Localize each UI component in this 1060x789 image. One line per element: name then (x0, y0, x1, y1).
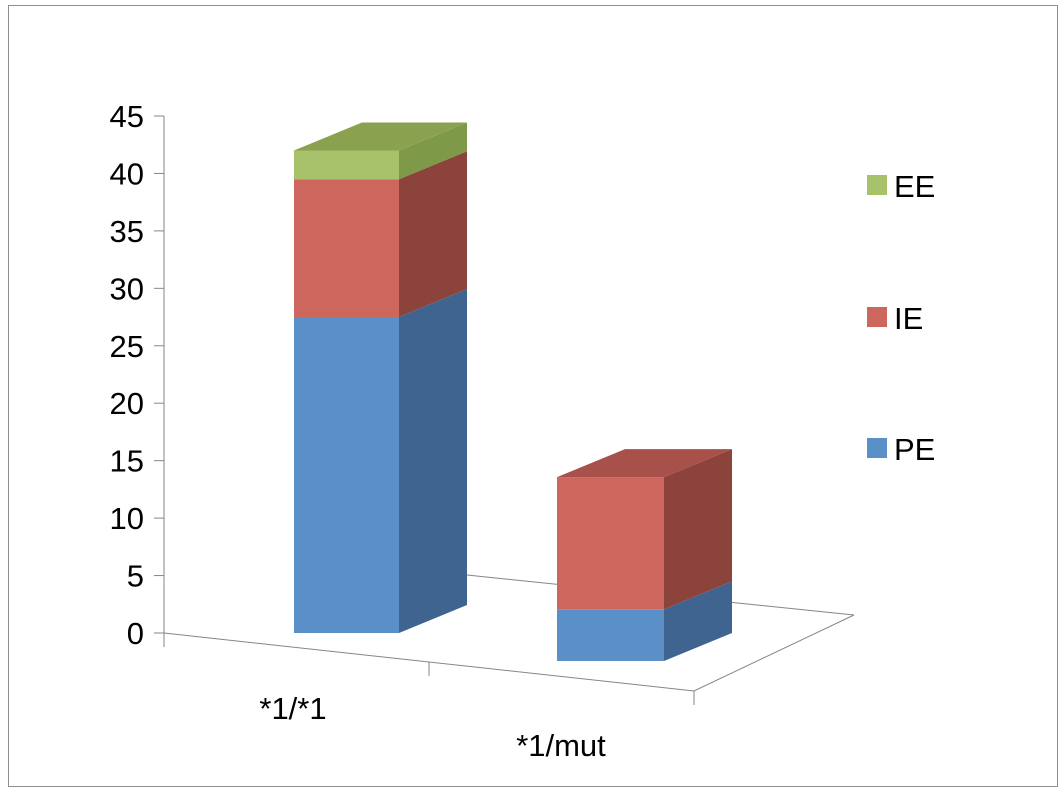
bar-ie-side (664, 449, 732, 610)
bar-ie-top (557, 449, 732, 478)
y-tick-label: 10 (110, 501, 144, 536)
y-tick-label: 25 (110, 329, 144, 364)
legend-swatch-pe (867, 438, 887, 458)
bars (294, 122, 732, 661)
chart: 0 5 10 15 20 25 30 35 40 45 *1/*1 *1/mut EE IE PE (110, 99, 936, 763)
y-tick-label: 35 (110, 214, 144, 249)
chart-frame: 0 5 10 15 20 25 30 35 40 45 *1/*1 *1/mut EE IE PE (8, 5, 1058, 787)
legend-label-ee: EE (894, 169, 935, 204)
y-tick-label: 30 (110, 271, 144, 306)
bar-ee-front (294, 150, 399, 180)
x-category-label: *1/*1 (259, 691, 326, 726)
y-tick-label: 5 (127, 559, 144, 594)
y-tick-label: 15 (110, 444, 144, 479)
y-tick-label: 0 (127, 616, 144, 651)
legend: EE IE PE (867, 169, 935, 467)
bar-ee-top (294, 122, 467, 151)
floor-front-edge (163, 614, 855, 692)
legend-swatch-ie (867, 307, 887, 327)
y-tick-label: 45 (110, 99, 144, 134)
bar-pe-side (399, 289, 467, 633)
chart-axes (163, 116, 855, 705)
bar-pe-front (557, 609, 664, 661)
x-axis-labels: *1/*1 *1/mut (259, 691, 606, 763)
x-category-label: *1/mut (516, 728, 606, 763)
bar-pe-front (294, 317, 399, 633)
bar-ie-front (294, 179, 399, 318)
legend-label-ie: IE (894, 301, 923, 336)
bar-ie-side (399, 151, 467, 318)
y-axis-ticks: 0 5 10 15 20 25 30 35 40 45 (110, 99, 164, 651)
legend-label-pe: PE (894, 432, 935, 467)
legend-swatch-ee (867, 175, 887, 195)
y-tick-label: 40 (110, 156, 144, 191)
bar-ie-front (557, 477, 664, 610)
y-tick-label: 20 (110, 386, 144, 421)
bar-pe-side (664, 581, 732, 661)
bar-ee-side (399, 122, 467, 180)
